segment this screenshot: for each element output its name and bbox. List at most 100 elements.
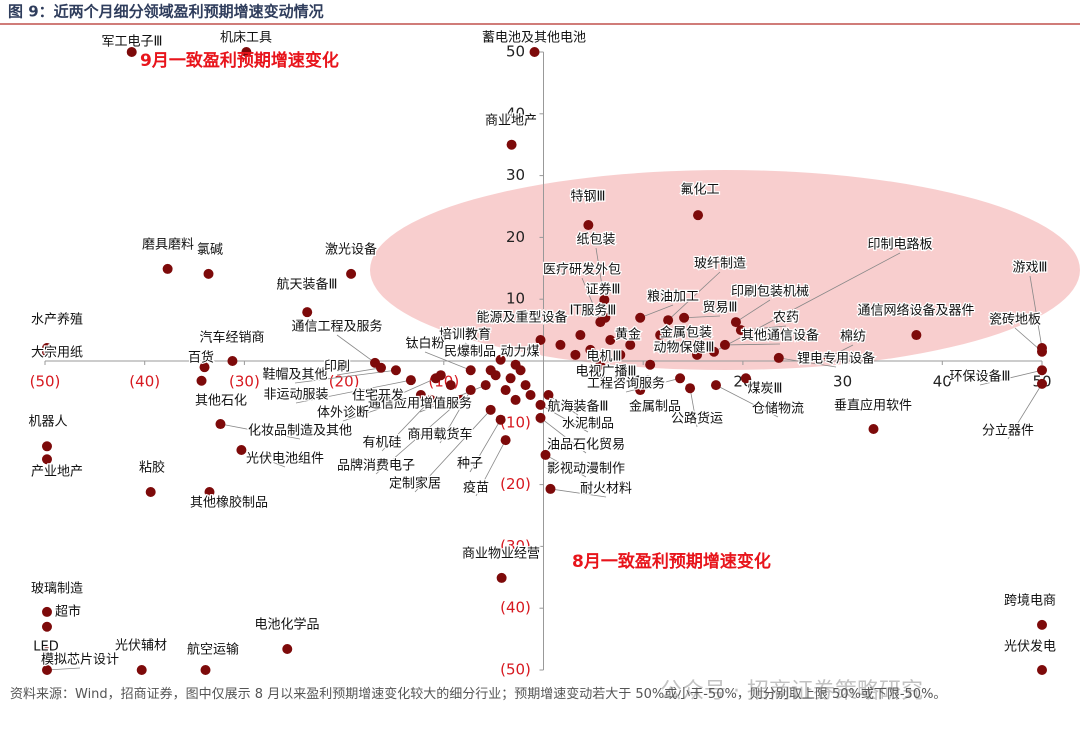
point-label: 军工电子Ⅲ: [102, 35, 163, 50]
point-label: 印制电路板: [867, 237, 932, 253]
leader-line: [336, 334, 376, 364]
data-point: [145, 487, 156, 498]
data-point: [1037, 378, 1047, 389]
point-label: 其他橡胶制品: [190, 495, 268, 511]
point-label: 游戏Ⅲ: [1013, 261, 1048, 276]
data-point: [204, 487, 215, 498]
data-point: [465, 385, 476, 396]
point-label: 环保设备Ⅲ: [950, 369, 1011, 385]
x-tick-label: (30): [229, 373, 260, 391]
data-point: [415, 389, 426, 400]
leader-line: [46, 667, 81, 671]
point-label: 住宅开发: [352, 388, 404, 404]
point-label: 商用载货车: [407, 427, 472, 443]
y-tick-label: (10): [500, 413, 531, 431]
data-point: [635, 312, 646, 323]
y-tick-label: 40: [506, 104, 525, 122]
point-label: 鞋帽及其他: [262, 367, 327, 383]
data-point: [545, 483, 556, 494]
point-label: 耐火材料: [580, 482, 632, 497]
point-label: 钛白粉: [405, 336, 444, 352]
data-point: [525, 389, 536, 400]
point-label: 光伏发电: [1004, 639, 1056, 655]
point-label: 纸包装: [576, 233, 615, 248]
point-label: 定制家居: [389, 476, 441, 492]
data-point: [41, 621, 52, 632]
point-label: 影视动漫制作: [547, 462, 625, 477]
point-label: 民爆制品: [444, 345, 496, 360]
data-point: [605, 334, 616, 345]
x-tick-label: 30: [833, 373, 852, 391]
data-point: [868, 423, 879, 434]
data-point: [510, 394, 521, 405]
point-label: 印刷: [324, 360, 350, 375]
data-point: [302, 307, 313, 318]
point-label: 金属包装: [660, 325, 712, 341]
point-label: 商业地产: [485, 114, 537, 129]
point-label: 油品石化贸易: [547, 438, 625, 453]
point-label: 体外诊断: [317, 406, 369, 421]
leader-line: [377, 377, 436, 405]
data-point: [465, 365, 476, 376]
data-point: [41, 441, 52, 452]
leader-line: [684, 315, 721, 319]
data-point: [911, 330, 922, 341]
leader-line: [581, 277, 601, 323]
data-point: [710, 380, 721, 391]
leader-line: [979, 369, 1043, 386]
data-point: [535, 334, 546, 345]
point-label: 汽车经销商: [199, 330, 264, 346]
data-point: [615, 349, 626, 360]
point-label: 通信应用增值服务: [368, 396, 472, 412]
point-label: 粮油加工: [647, 290, 699, 305]
data-point: [506, 139, 517, 150]
data-point: [405, 375, 416, 386]
point-label: 特钢Ⅲ: [571, 190, 606, 205]
leader-line: [740, 325, 787, 331]
point-label: 模拟芯片设计: [41, 653, 119, 668]
data-point: [529, 47, 540, 57]
data-point: [203, 268, 214, 279]
data-point: [41, 346, 52, 357]
data-point: [730, 317, 741, 328]
leader-line: [336, 367, 382, 376]
leader-line: [713, 252, 901, 353]
data-point: [41, 647, 52, 658]
point-label: 超市: [55, 604, 81, 620]
data-point: [495, 354, 506, 365]
data-point: [41, 606, 52, 617]
point-label: 机器人: [28, 415, 67, 430]
data-point: [162, 263, 173, 274]
data-point: [692, 349, 703, 360]
leader-line: [778, 357, 837, 368]
data-point: [693, 210, 704, 221]
leader-line: [545, 454, 587, 478]
data-point: [1037, 619, 1047, 630]
leader-line: [469, 419, 501, 473]
point-label: 化妆品制造及其他: [248, 424, 352, 439]
data-point: [435, 370, 446, 381]
data-point: [236, 444, 247, 455]
point-label: 磨具磨料: [142, 238, 194, 253]
point-label: 水泥制品: [562, 417, 614, 432]
leader-line: [464, 342, 501, 361]
point-label: 光伏电池组件: [246, 452, 324, 467]
leader-line: [595, 247, 605, 300]
leader-line: [241, 449, 286, 468]
data-point: [1037, 365, 1047, 376]
data-point: [375, 362, 386, 373]
data-point: [635, 385, 646, 396]
data-point: [823, 352, 834, 363]
x-tick-label: (40): [129, 373, 160, 391]
annotation: 9月一致盈利预期增速变化: [140, 50, 339, 71]
leader-line: [640, 304, 674, 319]
point-label: 激光设备: [325, 242, 377, 258]
data-point: [346, 268, 357, 279]
data-point: [679, 312, 690, 323]
data-point: [496, 572, 507, 583]
point-label: LED: [33, 640, 58, 655]
point-label: 蓄电池及其他电池: [482, 31, 586, 46]
data-point: [535, 412, 546, 423]
data-point: [1037, 665, 1047, 675]
